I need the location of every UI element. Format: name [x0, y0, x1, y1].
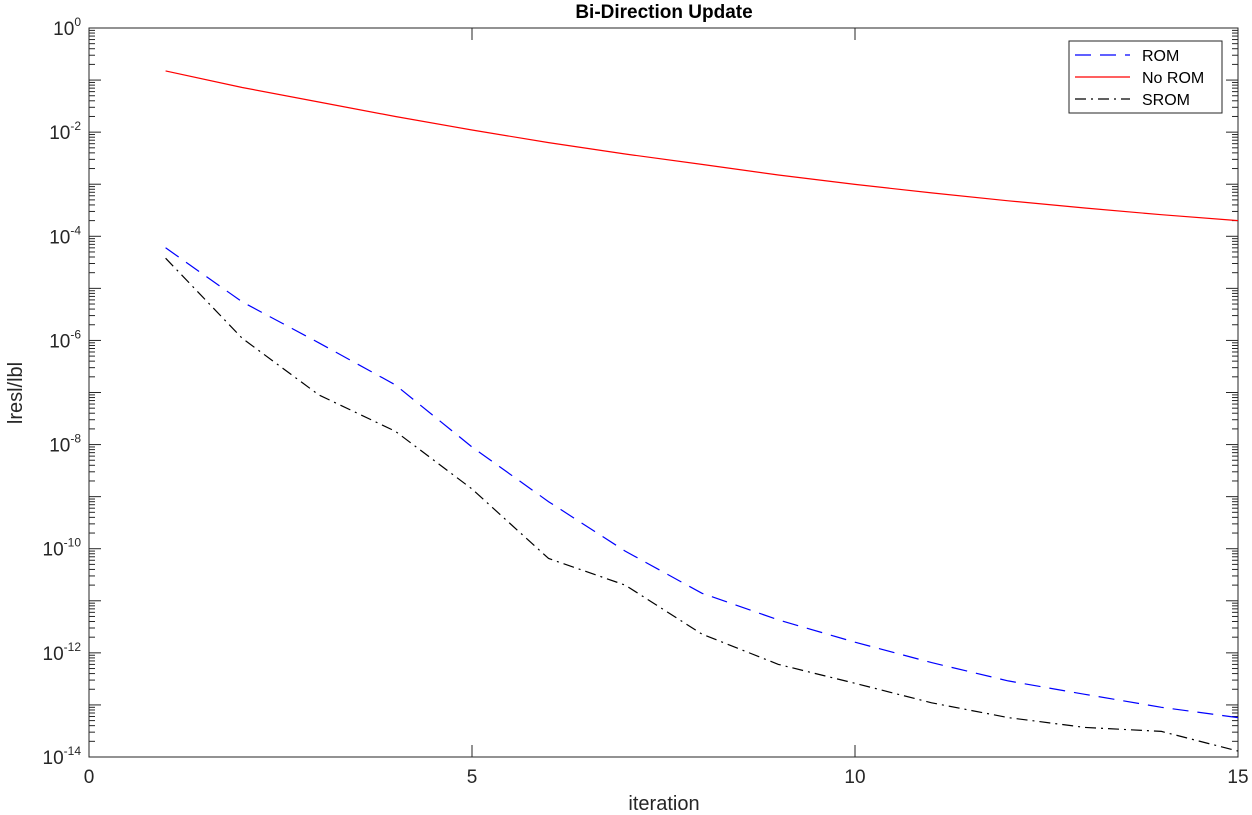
y-tick-labels: 100 10-2 10-4 10-6 10-8 10-10 10-12 10-14: [43, 15, 82, 769]
series-line-rom: [165, 247, 1239, 719]
major-ticks: [88, 27, 1239, 758]
legend-label: SROM: [1142, 92, 1190, 109]
x-axis-label: iteration: [628, 793, 699, 815]
legend: ROM No ROM SROM: [1068, 40, 1223, 114]
x-tick-label: 10: [844, 767, 865, 788]
minor-ticks: [89, 29, 1238, 742]
x-tick-labels: 0 5 10 15: [84, 767, 1249, 788]
series-lines: [165, 70, 1239, 752]
y-tick-label: 10-14: [43, 744, 82, 769]
y-axis-label: lresl/lbl: [5, 362, 27, 424]
plot-area: [88, 27, 1239, 758]
y-tick-label: 10-4: [49, 223, 81, 248]
x-tick-label: 5: [467, 767, 478, 788]
chart-title: Bi-Direction Update: [575, 2, 752, 23]
y-tick-label: 10-2: [49, 119, 81, 144]
y-tick-label: 10-8: [49, 432, 81, 457]
y-tick-label: 10-6: [49, 327, 81, 352]
x-tick-label: 0: [84, 767, 95, 788]
series-line-srom: [165, 257, 1239, 752]
y-tick-label: 100: [53, 15, 81, 40]
y-tick-label: 10-12: [43, 640, 82, 665]
legend-label: No ROM: [1142, 70, 1204, 87]
x-tick-label: 15: [1227, 767, 1248, 788]
y-tick-label: 10-10: [43, 536, 82, 561]
legend-label: ROM: [1142, 48, 1179, 65]
series-line-no-rom: [165, 70, 1239, 222]
